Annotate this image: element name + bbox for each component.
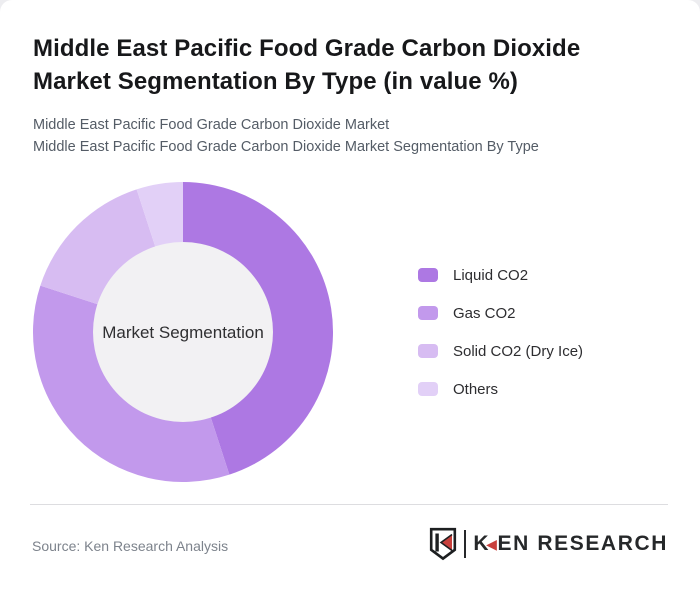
subtitle-line1: Middle East Pacific Food Grade Carbon Di… [33,117,390,133]
logo-separator [464,530,467,558]
logo-letter-k: K [473,532,491,555]
subtitle-block: Middle East Pacific Food Grade Carbon Di… [33,115,673,158]
donut-inner-circle [93,242,273,422]
legend-label: Solid CO2 (Dry Ice) [453,342,584,360]
legend-item-solid-co2-dry-ice-: Solid CO2 (Dry Ice) [418,332,583,370]
legend-swatch [418,268,438,282]
page-title: Middle East Pacific Food Grade Carbon Di… [33,32,663,98]
legend-swatch [418,306,438,320]
legend-swatch [418,382,438,396]
ken-research-shield-icon [430,527,457,561]
legend-label: Gas CO2 [453,304,516,322]
legend-swatch [418,344,438,358]
logo-text-rest: EN RESEARCH [497,532,668,555]
logo-wordmark: K◀EN RESEARCH [473,532,668,556]
ken-research-logo: K◀EN RESEARCH [428,527,668,561]
donut-center-label: Market Segmentation [102,323,264,342]
chart-legend: Liquid CO2 Gas CO2 Solid CO2 (Dry Ice) Othe… [418,256,583,408]
legend-item-gas-co2: Gas CO2 [418,294,583,332]
source-text: Source: Ken Research Analysis [32,538,229,554]
page-title-line1: Middle East Pacific Food Grade Carbon Di… [33,35,581,62]
legend-label: Others [453,380,499,398]
legend-item-others: Others [418,370,583,408]
donut-chart: Market Segmentation [33,182,333,482]
logo-red-triangle-icon: ◀ [486,536,499,552]
subtitle-line2: Middle East Pacific Food Grade Carbon Di… [33,138,539,155]
legend-item-liquid-co2: Liquid CO2 [418,256,583,294]
footer-divider [30,504,668,505]
page-title-line2: Market Segmentation By Type (in value %) [33,68,518,95]
legend-label: Liquid CO2 [453,266,529,284]
